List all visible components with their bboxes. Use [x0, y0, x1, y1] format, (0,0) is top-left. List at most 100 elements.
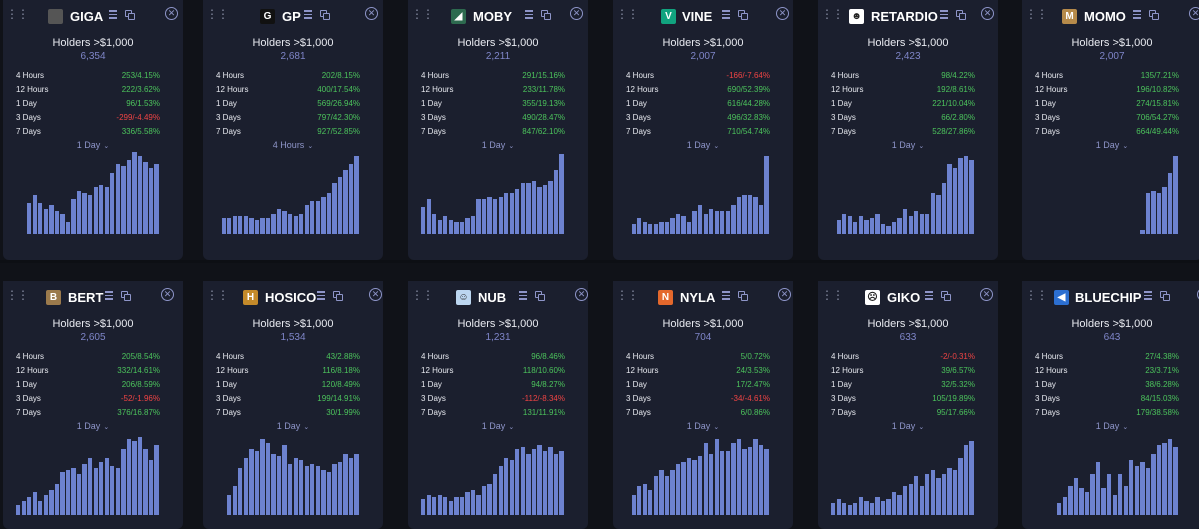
- chart-bar[interactable]: [919, 213, 924, 234]
- chart-bar[interactable]: [908, 215, 913, 234]
- chart-bar[interactable]: [725, 211, 731, 234]
- chart-bar[interactable]: [421, 207, 426, 234]
- chart-bar[interactable]: [880, 500, 886, 515]
- chart-bar[interactable]: [348, 457, 354, 515]
- chart-bar[interactable]: [919, 486, 924, 515]
- chart-bar[interactable]: [941, 182, 947, 234]
- period-selector[interactable]: 1 Day ⌄: [408, 421, 588, 431]
- chart-bar[interactable]: [653, 223, 659, 234]
- chart-bar[interactable]: [104, 457, 109, 515]
- chart-bar[interactable]: [526, 453, 531, 515]
- token-name[interactable]: GIGA: [70, 9, 104, 24]
- chart-bar[interactable]: [853, 502, 858, 515]
- chart-bar[interactable]: [764, 449, 769, 515]
- chart-bar[interactable]: [675, 463, 681, 515]
- chart-bar[interactable]: [542, 184, 548, 234]
- chart-bar[interactable]: [260, 439, 265, 515]
- chart-bar[interactable]: [936, 195, 941, 234]
- chart-bar[interactable]: [864, 500, 869, 515]
- chart-bar[interactable]: [736, 197, 742, 234]
- chart-bar[interactable]: [1129, 459, 1134, 515]
- chart-bar[interactable]: [897, 217, 902, 234]
- chart-bar[interactable]: [304, 465, 309, 515]
- chart-bar[interactable]: [43, 209, 49, 234]
- chart-bar[interactable]: [692, 211, 697, 234]
- menu-icon[interactable]: [304, 10, 312, 19]
- chart-bar[interactable]: [54, 484, 60, 515]
- chart-bar[interactable]: [542, 451, 548, 515]
- copy-icon[interactable]: [738, 10, 748, 20]
- chart-bar[interactable]: [1068, 486, 1073, 515]
- chart-bar[interactable]: [515, 449, 520, 515]
- drag-handle-icon[interactable]: ⋮⋮: [206, 288, 229, 302]
- chart-bar[interactable]: [952, 469, 958, 515]
- copy-icon[interactable]: [738, 291, 748, 301]
- chart-bar[interactable]: [720, 451, 725, 515]
- token-name[interactable]: RETARDIO: [871, 9, 938, 24]
- chart-bar[interactable]: [260, 217, 265, 234]
- chart-bar[interactable]: [32, 492, 37, 515]
- chart-bar[interactable]: [321, 469, 326, 515]
- chart-bar[interactable]: [675, 213, 681, 234]
- chart-bar[interactable]: [437, 219, 442, 234]
- chart-bar[interactable]: [1118, 474, 1123, 515]
- chart-bar[interactable]: [631, 223, 636, 234]
- chart-bar[interactable]: [426, 199, 431, 234]
- copy-icon[interactable]: [535, 291, 545, 301]
- token-name[interactable]: BLUECHIP: [1075, 290, 1142, 305]
- chart-bar[interactable]: [847, 215, 852, 234]
- chart-bar[interactable]: [310, 201, 315, 234]
- chart-bar[interactable]: [304, 205, 309, 234]
- chart-bar[interactable]: [842, 502, 847, 515]
- close-icon[interactable]: ✕: [776, 7, 789, 20]
- menu-icon[interactable]: [105, 291, 113, 300]
- chart-bar[interactable]: [1101, 488, 1106, 515]
- chart-bar[interactable]: [548, 447, 553, 515]
- chart-bar[interactable]: [49, 205, 54, 234]
- chart-bar[interactable]: [903, 209, 908, 234]
- menu-icon[interactable]: [519, 291, 527, 300]
- close-icon[interactable]: ✕: [570, 7, 583, 20]
- chart-bar[interactable]: [459, 496, 465, 515]
- chart-bar[interactable]: [742, 449, 747, 515]
- chart-bar[interactable]: [465, 492, 470, 515]
- chart-bar[interactable]: [703, 213, 708, 234]
- close-icon[interactable]: ✕: [1189, 7, 1199, 20]
- chart-bar[interactable]: [282, 445, 287, 515]
- chart-bar[interactable]: [459, 221, 465, 234]
- chart-bar[interactable]: [326, 471, 332, 515]
- chart-bar[interactable]: [520, 447, 526, 515]
- chart-bar[interactable]: [1156, 445, 1162, 515]
- chart-bar[interactable]: [293, 215, 298, 234]
- chart-bar[interactable]: [504, 457, 509, 515]
- chart-bar[interactable]: [698, 205, 703, 234]
- chart-bar[interactable]: [493, 199, 498, 234]
- period-selector[interactable]: 1 Day ⌄: [408, 140, 588, 150]
- drag-handle-icon[interactable]: ⋮⋮: [6, 288, 29, 302]
- chart-bar[interactable]: [864, 219, 869, 234]
- chart-bar[interactable]: [731, 205, 736, 234]
- chart-bar[interactable]: [293, 457, 298, 515]
- chart-bar[interactable]: [659, 469, 664, 515]
- chart-bar[interactable]: [648, 490, 653, 515]
- drag-handle-icon[interactable]: ⋮⋮: [821, 7, 844, 21]
- chart-bar[interactable]: [559, 154, 564, 234]
- token-name[interactable]: NUB: [478, 290, 507, 305]
- chart-bar[interactable]: [243, 457, 249, 515]
- menu-icon[interactable]: [109, 10, 117, 19]
- chart-bar[interactable]: [1173, 447, 1178, 515]
- chart-bar[interactable]: [963, 445, 969, 515]
- chart-bar[interactable]: [764, 156, 769, 234]
- chart-bar[interactable]: [426, 494, 431, 515]
- chart-bar[interactable]: [65, 221, 71, 234]
- chart-bar[interactable]: [470, 490, 476, 515]
- chart-bar[interactable]: [880, 223, 886, 234]
- drag-handle-icon[interactable]: ⋮⋮: [411, 288, 434, 302]
- chart-bar[interactable]: [531, 180, 537, 234]
- chart-bar[interactable]: [421, 498, 426, 515]
- chart-bar[interactable]: [891, 492, 897, 515]
- token-name[interactable]: MOBY: [473, 9, 512, 24]
- token-name[interactable]: NYLA: [680, 290, 716, 305]
- chart-bar[interactable]: [1151, 453, 1156, 515]
- chart-bar[interactable]: [470, 215, 476, 234]
